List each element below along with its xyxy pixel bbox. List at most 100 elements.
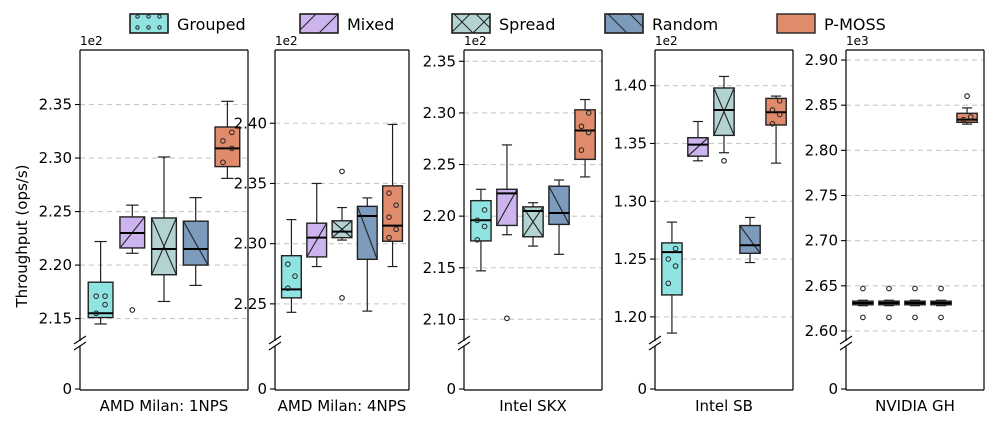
scale-label-nvidia-gh: 1e3	[846, 34, 869, 48]
panel-amd-milan-1nps: 1e2 2.15 2.20 2.25 2.30 2.35 0 AMD Milan: 1NPS	[39, 34, 249, 415]
ytick-label-intel-skx-0: 2.10	[423, 310, 456, 328]
legend-hatch-grouped	[129, 13, 169, 34]
scale-label-amd-milan-4nps: 1e2	[275, 34, 298, 48]
flier-nvidia-gh-random-0	[938, 314, 944, 321]
ytick-label-intel-sb-3: 1.35	[614, 134, 647, 152]
legend-hatch-spread	[451, 13, 491, 34]
legend-hatch-random	[604, 13, 644, 34]
category-label-amd-milan-4nps: AMD Milan: 4NPS	[278, 397, 407, 415]
box-dot-intel-sb-p-moss-0	[769, 121, 776, 127]
axis-break-intel-skx	[457, 335, 471, 351]
box-dot-amd-milan-4nps-p-moss-4	[386, 190, 392, 196]
legend: Grouped Mixed Spread Random P-MOSS	[129, 13, 886, 34]
ytick-label-nvidia-gh-0: 2.60	[805, 322, 838, 340]
scale-label-intel-skx: 1e2	[464, 34, 487, 48]
box-nvidia-gh-spread	[904, 285, 926, 321]
box-dot-intel-sb-grouped-1	[672, 263, 679, 269]
box-dot-amd-milan-4nps-grouped-1	[292, 273, 298, 279]
box-dot-intel-skx-p-moss-2	[578, 123, 585, 130]
legend-item-grouped: Grouped	[129, 13, 246, 34]
box-amd-milan-1nps-grouped	[87, 240, 114, 325]
ytick-label-intel-sb-zero: 0	[637, 380, 647, 398]
ytick-label-intel-skx-4: 2.30	[423, 104, 456, 122]
flier-intel-sb-spread-0	[721, 157, 727, 164]
ytick-label-intel-sb-0: 1.20	[614, 308, 647, 326]
box-hatch-intel-skx-mixed	[496, 189, 518, 226]
ytick-label-intel-sb-1: 1.25	[614, 250, 647, 268]
ytick-label-intel-skx-2: 2.20	[423, 207, 456, 225]
box-dot-intel-skx-grouped-1	[481, 223, 488, 230]
box-intel-sb-mixed	[687, 120, 709, 162]
box-dot-amd-milan-4nps-grouped-2	[285, 261, 291, 267]
box-dot-amd-milan-1nps-grouped-1	[102, 301, 108, 308]
ytick-label-intel-sb-2: 1.30	[614, 192, 647, 210]
panel-intel-sb: 1e2 1.20 1.25 1.30 1.35 1.40 0 Intel SB	[614, 34, 794, 415]
box-intel-sb-p-moss	[765, 95, 787, 164]
box-dot-amd-milan-1nps-grouped-0	[93, 310, 99, 317]
category-label-intel-sb: Intel SB	[695, 397, 753, 415]
legend-label-p-moss: P-MOSS	[824, 15, 886, 34]
ytick-label-intel-skx-5: 2.35	[423, 52, 456, 70]
box-hatch-intel-sb-mixed	[687, 137, 709, 157]
panel-nvidia-gh: 1e3 2.60 2.65 2.70 2.75 2.80 2.85 2.90 0 NVIDIA G…	[805, 34, 985, 415]
ytick-label-amd-milan-4nps-1: 2.30	[234, 235, 267, 253]
box-dot-intel-sb-p-moss-1	[776, 111, 783, 118]
box-amd-milan-1nps-mixed	[119, 204, 146, 313]
box-dot-intel-sb-grouped-2	[665, 256, 672, 262]
ytick-label-intel-skx-3: 2.25	[423, 156, 456, 174]
ytick-label-intel-skx-1: 2.15	[423, 259, 456, 277]
category-label-amd-milan-1nps: AMD Milan: 1NPS	[100, 397, 229, 415]
flier-nvidia-gh-spread-0	[912, 314, 918, 321]
box-dot-amd-milan-1nps-grouped-2	[93, 293, 99, 299]
ytick-label-amd-milan-1nps-4: 2.35	[39, 96, 72, 114]
flier-nvidia-gh-mixed-0	[886, 314, 892, 321]
box-intel-skx-random	[548, 179, 570, 255]
box-intel-skx-p-moss	[574, 98, 596, 178]
ytick-label-intel-sb-4: 1.40	[614, 77, 647, 95]
box-amd-milan-1nps-spread	[150, 156, 178, 303]
ytick-label-amd-milan-4nps-zero: 0	[257, 380, 267, 398]
box-dot-amd-milan-4nps-p-moss-2	[386, 214, 392, 220]
box-dot-nvidia-gh-p-moss-0	[960, 116, 967, 123]
ytick-label-nvidia-gh-2: 2.70	[805, 232, 838, 250]
box-body-amd-milan-1nps-p-moss	[214, 126, 241, 168]
flier-nvidia-gh-random-1	[938, 285, 944, 292]
box-dot-amd-milan-4nps-p-moss-1	[393, 226, 399, 233]
legend-item-p-moss: P-MOSS	[776, 13, 886, 34]
legend-item-mixed: Mixed	[299, 13, 394, 34]
ytick-label-nvidia-gh-zero: 0	[828, 380, 838, 398]
panel-amd-milan-4nps: 1e2 2.25 2.30 2.35 2.40 0 AMD Milan: 4NPS	[234, 34, 410, 415]
box-dot-intel-skx-grouped-0	[474, 237, 481, 243]
box-dot-nvidia-gh-p-moss-1	[967, 114, 974, 120]
box-amd-milan-1nps-random	[182, 197, 209, 287]
box-hatch-intel-sb-random	[739, 225, 761, 254]
box-dot-amd-milan-1nps-p-moss-1	[229, 145, 235, 152]
box-dot-intel-sb-p-moss-2	[769, 107, 776, 113]
box-dot-intel-sb-grouped-3	[672, 245, 679, 252]
box-dot-amd-milan-1nps-grouped-3	[102, 293, 108, 299]
box-body-nvidia-gh-p-moss	[956, 112, 978, 124]
ytick-label-nvidia-gh-1: 2.65	[805, 277, 838, 295]
ytick-label-nvidia-gh-4: 2.80	[805, 141, 838, 159]
box-nvidia-gh-random	[930, 285, 952, 321]
box-dot-intel-skx-p-moss-1	[585, 129, 592, 136]
box-intel-skx-spread	[522, 202, 544, 247]
ytick-label-amd-milan-1nps-3: 2.30	[39, 149, 72, 167]
box-nvidia-gh-mixed	[878, 285, 900, 321]
box-dot-intel-sb-p-moss-3	[776, 97, 783, 104]
ytick-label-amd-milan-1nps-1: 2.20	[39, 256, 72, 274]
axis-break-amd-milan-4nps	[268, 335, 282, 351]
ytick-label-amd-milan-4nps-0: 2.25	[234, 295, 267, 313]
flier-amd-milan-1nps-mixed-0	[129, 307, 136, 313]
box-body-intel-sb-grouped	[661, 242, 683, 296]
box-nvidia-gh-p-moss	[956, 93, 978, 125]
legend-swatch-p-moss	[776, 13, 816, 34]
legend-item-spread: Spread	[451, 13, 555, 34]
box-intel-sb-random	[739, 216, 761, 264]
box-nvidia-gh-grouped	[852, 285, 874, 321]
ytick-label-amd-milan-4nps-3: 2.40	[234, 114, 267, 132]
box-hatch-amd-milan-1nps-random	[182, 220, 209, 266]
ytick-label-amd-milan-4nps-2: 2.35	[234, 174, 267, 192]
box-hatch-amd-milan-4nps-mixed	[306, 222, 328, 258]
